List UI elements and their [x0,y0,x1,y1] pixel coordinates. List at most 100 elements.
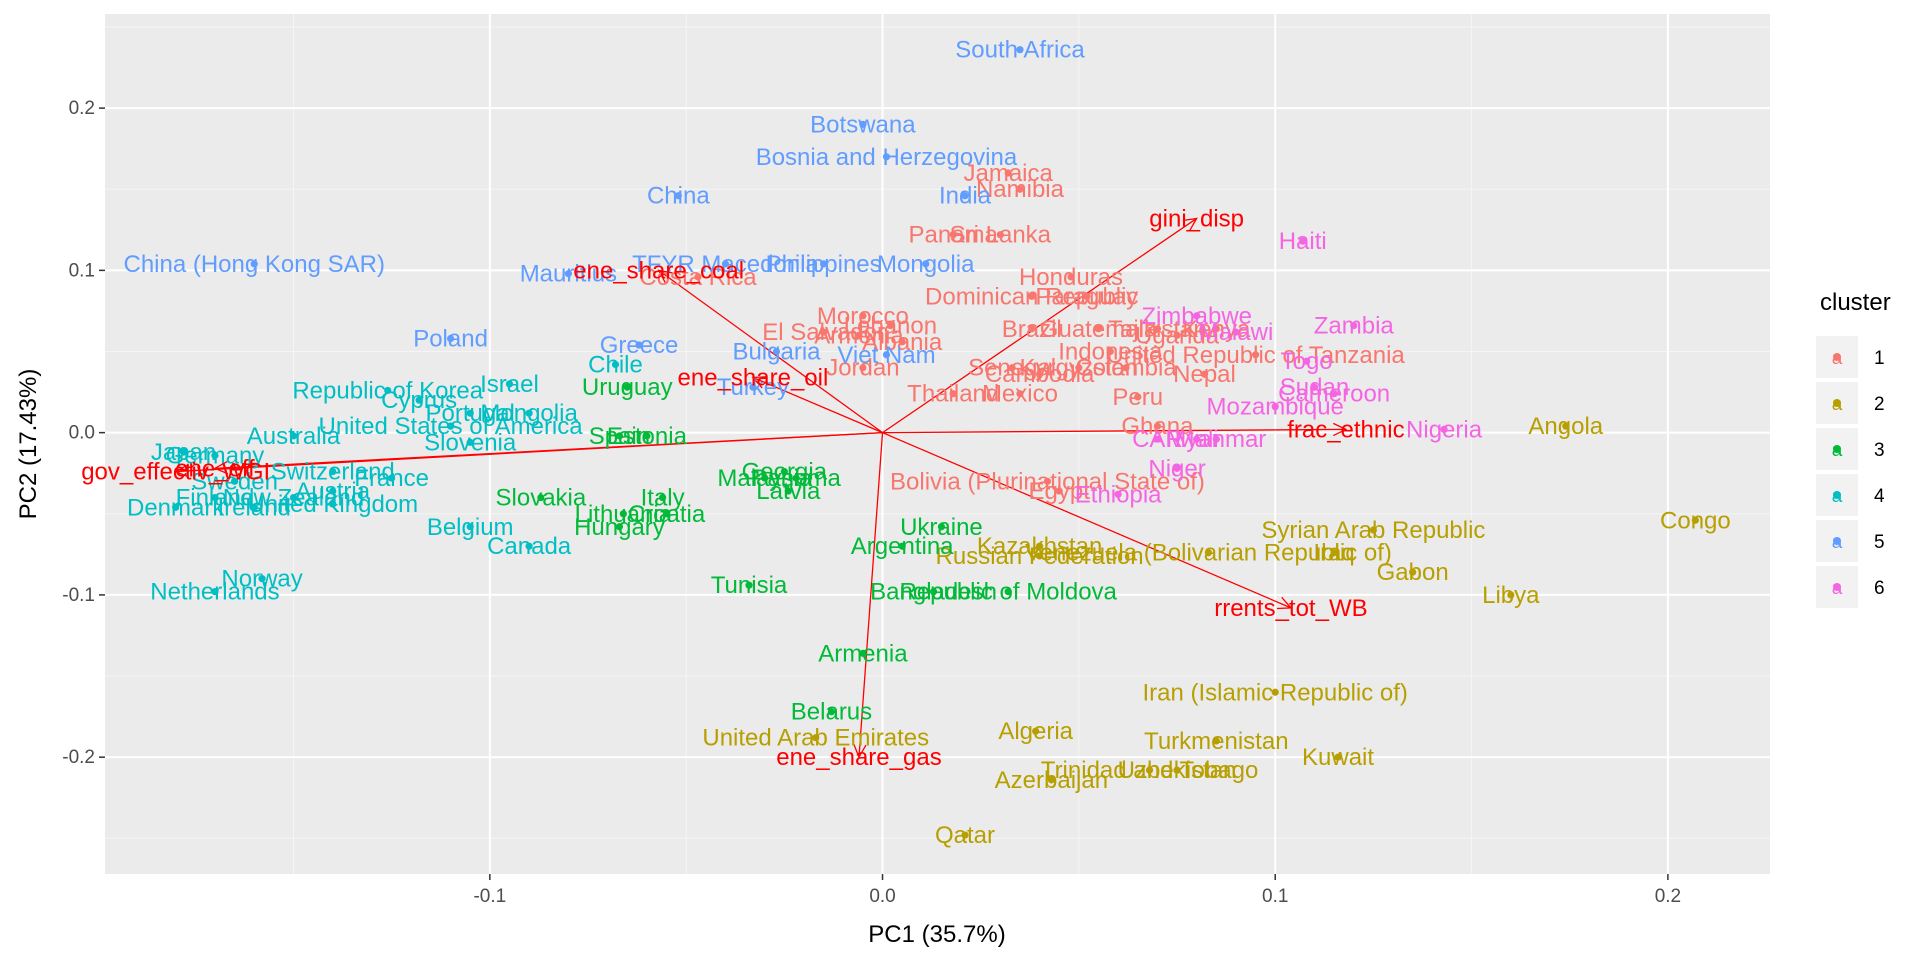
point-label: Argentina [851,533,954,560]
data-point [949,390,957,398]
point-label: Jordan [826,355,899,382]
legend-label: 3 [1874,440,1885,461]
point-label: Azerbaijan [995,767,1108,794]
point-label: Chile [588,351,643,378]
vector-arrowhead [1182,217,1198,231]
data-point [211,451,219,459]
data-point [780,467,788,476]
legend-swatch-glyph: a [1832,348,1843,369]
y-tick-label: 0.2 [69,98,95,119]
point-label: Zambia [1314,313,1395,340]
y-tick-label: 0.1 [69,260,95,281]
data-point [1212,325,1220,333]
legend-swatch-glyph: a [1832,532,1843,553]
data-point [1271,403,1279,411]
y-tick-label: -0.2 [62,747,95,768]
data-point [615,432,624,440]
point-label: TFYR Macedonia [632,251,819,278]
point-label: Peru [1112,384,1163,411]
data-point [611,360,620,369]
legend-swatch-point [1833,583,1841,591]
legend-swatch-point [1833,399,1841,407]
point-label: Sri Lanka [950,222,1052,249]
vector-label: frac_ethnic [1287,416,1404,443]
legend-swatch-point [1833,445,1841,453]
data-point [996,231,1004,239]
point-label: Croatia [628,501,706,528]
data-point [882,351,891,359]
data-point [505,380,514,388]
legend-swatch-point [1833,353,1841,361]
data-points [172,46,1699,839]
point-label: Kuwait [1302,744,1374,771]
data-point [329,500,337,508]
data-point [1153,435,1162,443]
data-point [961,831,969,839]
point-label: Venezuela (Bolivarian Republic of) [1025,540,1392,567]
data-point [1173,766,1181,774]
data-point [466,409,474,417]
point-label: Estonia [607,423,688,450]
data-point [827,708,836,716]
point-label: Trinidad and Tobago [1041,757,1259,784]
point-label: Lebanon [844,313,937,340]
data-point [1035,552,1044,560]
point-label: Belgium [427,514,514,541]
loading-vector [752,376,883,434]
data-point [211,493,219,502]
data-point [745,581,753,589]
data-point [859,649,867,657]
point-label: Libya [1482,582,1540,609]
point-label: Germany [166,442,265,469]
x-tick-label: -0.1 [473,886,506,907]
point-label: Congo [1660,507,1731,534]
point-label: Colombia [1075,355,1177,382]
point-label: Turkmenistan [1144,728,1289,755]
data-point [1193,435,1201,443]
data-point [1507,591,1515,599]
point-label: Costa Rica [639,264,757,291]
vector-label: gov_effectiv_WGI [81,459,270,486]
point-label: Cambodia [985,361,1095,388]
point-label: Mali [1175,426,1219,453]
data-point [1271,688,1279,696]
point-label: Panama [909,222,999,249]
data-point [1691,516,1699,524]
data-point [1310,383,1319,391]
point-label: Malaysia [717,465,812,492]
data-point [1173,331,1181,339]
point-label: El Salvador [762,319,885,346]
point-label: Honduras [1019,264,1123,291]
legend-swatch-glyph: a [1832,486,1843,507]
data-point [525,409,533,417]
point-label: Zimbabwe [1141,303,1252,330]
point-label: Cameroon [1278,381,1390,408]
data-point [1016,185,1024,193]
data-point [643,432,651,440]
point-label: United Kingdom [247,491,418,518]
point-label: Namibia [976,176,1065,203]
legend-label: 4 [1874,486,1885,507]
x-axis-title: PC1 (35.7%) [868,921,1005,948]
data-point [1055,487,1063,495]
point-label: Slovakia [496,485,587,512]
data-point [855,331,863,339]
vector-arrowhead [174,464,189,478]
point-label: Philippines [766,251,882,278]
loading-vector [882,428,1346,434]
data-point [1153,422,1162,430]
point-label: New Zealand [223,485,364,512]
data-point [525,542,533,550]
data-point [772,347,781,356]
point-label: Sudan [1280,374,1349,401]
point-label: Tajikistan [1108,316,1207,343]
point-label: Australia [247,423,341,450]
data-point [659,493,667,502]
point-label: Ethiopia [1075,481,1162,508]
data-point [289,432,298,440]
point-label: Spain [589,423,650,450]
data-point [1212,737,1220,745]
data-point [1047,776,1055,784]
point-label: Tunisia [711,572,788,599]
point-label: Haiti [1279,228,1327,255]
